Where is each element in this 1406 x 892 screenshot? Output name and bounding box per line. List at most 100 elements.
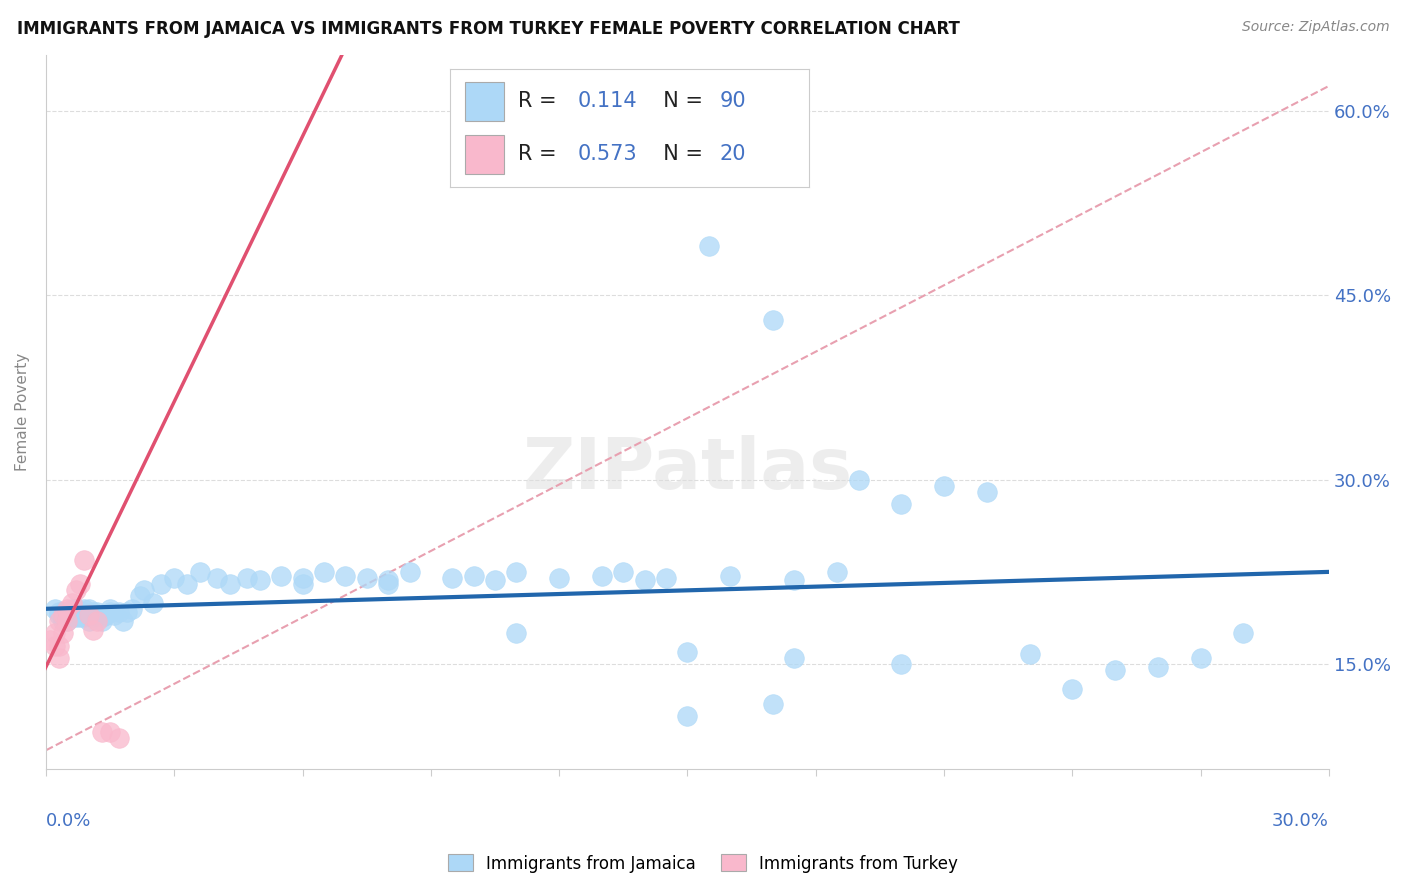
Point bbox=[1062, 681, 1084, 696]
Point bbox=[505, 626, 527, 640]
Point bbox=[291, 571, 314, 585]
Point bbox=[634, 574, 657, 588]
Point bbox=[1232, 626, 1254, 640]
Point bbox=[65, 610, 87, 624]
Point bbox=[56, 606, 79, 620]
Point bbox=[73, 552, 96, 566]
Point bbox=[762, 697, 785, 711]
Point bbox=[48, 607, 70, 622]
Point bbox=[655, 571, 678, 585]
Text: 0.0%: 0.0% bbox=[46, 812, 91, 830]
Point bbox=[1018, 648, 1040, 662]
Legend: Immigrants from Jamaica, Immigrants from Turkey: Immigrants from Jamaica, Immigrants from… bbox=[441, 847, 965, 880]
Point bbox=[205, 571, 228, 585]
Point bbox=[82, 623, 104, 637]
Point bbox=[65, 607, 87, 622]
Point bbox=[111, 614, 134, 628]
Point bbox=[98, 606, 121, 620]
Point bbox=[65, 606, 87, 620]
Point bbox=[39, 632, 62, 647]
Point bbox=[73, 610, 96, 624]
Point bbox=[134, 583, 156, 598]
Point bbox=[60, 610, 83, 624]
Point bbox=[398, 565, 420, 579]
Point bbox=[86, 607, 108, 622]
Point bbox=[107, 731, 129, 745]
Point bbox=[65, 601, 87, 615]
Point bbox=[718, 568, 741, 582]
Point bbox=[48, 606, 70, 620]
Point bbox=[291, 577, 314, 591]
Point bbox=[612, 565, 634, 579]
Point bbox=[825, 565, 848, 579]
Point bbox=[86, 606, 108, 620]
Point bbox=[890, 497, 912, 511]
Point bbox=[44, 626, 66, 640]
Point bbox=[52, 606, 75, 620]
Point bbox=[121, 601, 143, 615]
Point bbox=[60, 606, 83, 620]
Point bbox=[77, 607, 100, 622]
Point bbox=[48, 639, 70, 653]
Point bbox=[890, 657, 912, 672]
Point bbox=[44, 601, 66, 615]
Point bbox=[163, 571, 186, 585]
Point bbox=[82, 606, 104, 620]
Point bbox=[142, 596, 165, 610]
Point bbox=[69, 606, 91, 620]
Point bbox=[98, 724, 121, 739]
Point bbox=[52, 610, 75, 624]
Point bbox=[762, 312, 785, 326]
Text: IMMIGRANTS FROM JAMAICA VS IMMIGRANTS FROM TURKEY FEMALE POVERTY CORRELATION CHA: IMMIGRANTS FROM JAMAICA VS IMMIGRANTS FR… bbox=[17, 20, 960, 37]
Point bbox=[56, 607, 79, 622]
Point bbox=[377, 574, 399, 588]
Point bbox=[783, 651, 806, 665]
Text: ZIPatlas: ZIPatlas bbox=[523, 434, 852, 503]
Point bbox=[176, 577, 198, 591]
Point bbox=[441, 571, 464, 585]
Point bbox=[56, 614, 79, 628]
Point bbox=[52, 607, 75, 622]
Point bbox=[236, 571, 259, 585]
Text: Source: ZipAtlas.com: Source: ZipAtlas.com bbox=[1241, 20, 1389, 34]
Point bbox=[77, 607, 100, 622]
Point bbox=[86, 614, 108, 628]
Point bbox=[90, 724, 112, 739]
Point bbox=[73, 601, 96, 615]
Point bbox=[107, 606, 129, 620]
Point bbox=[505, 565, 527, 579]
Point bbox=[90, 610, 112, 624]
Point bbox=[356, 571, 378, 585]
Point bbox=[249, 574, 271, 588]
Point bbox=[82, 610, 104, 624]
Point bbox=[463, 568, 485, 582]
Point bbox=[52, 614, 75, 628]
Point bbox=[56, 610, 79, 624]
Point bbox=[60, 601, 83, 615]
Point bbox=[73, 606, 96, 620]
Point bbox=[103, 607, 125, 622]
Point bbox=[218, 577, 240, 591]
Point bbox=[548, 571, 571, 585]
Text: 30.0%: 30.0% bbox=[1272, 812, 1329, 830]
Point bbox=[1104, 663, 1126, 677]
Point bbox=[377, 577, 399, 591]
Point bbox=[69, 607, 91, 622]
Point bbox=[65, 583, 87, 598]
Point bbox=[848, 473, 870, 487]
Point bbox=[69, 577, 91, 591]
Point bbox=[676, 645, 699, 659]
Point bbox=[44, 639, 66, 653]
Point bbox=[335, 568, 357, 582]
Point bbox=[591, 568, 613, 582]
Point bbox=[270, 568, 292, 582]
Y-axis label: Female Poverty: Female Poverty bbox=[15, 353, 30, 471]
Point bbox=[676, 708, 699, 723]
Point bbox=[98, 601, 121, 615]
Point bbox=[129, 590, 152, 604]
Point bbox=[60, 596, 83, 610]
Point bbox=[77, 601, 100, 615]
Point bbox=[56, 601, 79, 615]
Point bbox=[484, 574, 506, 588]
Point bbox=[48, 614, 70, 628]
